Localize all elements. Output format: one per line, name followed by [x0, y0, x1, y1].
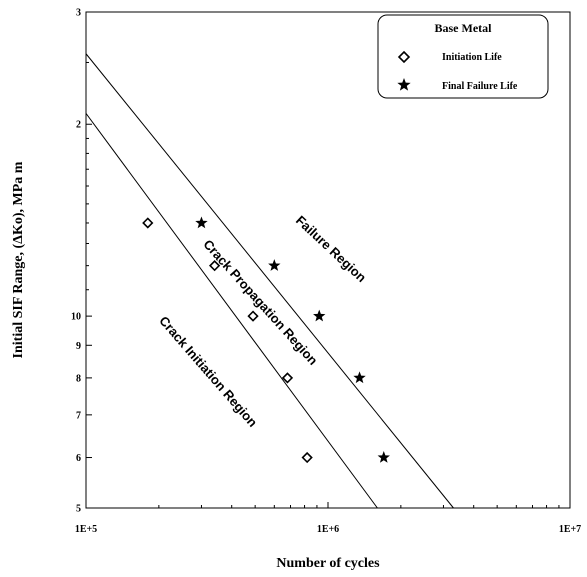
initiation-life-point [208, 260, 221, 272]
y-tick-label: 10 [71, 312, 81, 323]
y-axis-title: Initial SIF Range, (ΔKo), MPa m [11, 161, 26, 358]
region-label: Failure Region [293, 213, 369, 286]
boundary-lines [85, 53, 454, 509]
region-label: Crack Initiation Region [156, 313, 260, 430]
legend-box [377, 14, 549, 99]
legend-star-icon [397, 78, 411, 91]
region-label: Crack Propagation Region [200, 237, 320, 368]
y-tick-label: 6 [76, 453, 81, 464]
x-tick-label: 1E+5 [75, 524, 97, 535]
initiation-life-point [301, 451, 313, 464]
y-tick-label: 3 [76, 8, 81, 19]
initiation-life-point [142, 217, 154, 229]
x-tick-label: 1E+6 [317, 524, 339, 535]
initiation-life-point [281, 372, 294, 384]
legend-entry-label: Initiation Life [442, 52, 502, 63]
initiation-boundary-line [85, 113, 378, 509]
legend-diamond-icon [397, 50, 411, 64]
legend-title: Base Metal [435, 21, 493, 35]
final-failure-life-point [268, 259, 281, 271]
initiation-life-point [247, 310, 259, 322]
final-failure-life-point [313, 309, 326, 322]
x-axis-ticks: 1E+5 1E+6 1E+7 [75, 502, 581, 535]
y-tick-label: 2 [76, 120, 81, 131]
legend-entries: Initiation Life Final Failure Life [397, 50, 518, 92]
data-markers [142, 216, 390, 464]
y-tick-label: 8 [76, 373, 81, 384]
x-axis-title: Number of cycles [276, 556, 380, 571]
y-tick-label: 7 [76, 410, 81, 421]
failure-boundary-line [85, 53, 454, 509]
legend: Base Metal Initiation Life Final Failure … [377, 14, 549, 99]
final-failure-life-point [353, 371, 366, 384]
final-failure-life-point [195, 216, 208, 229]
final-failure-life-point [377, 451, 390, 463]
y-axis-ticks: 5 6 7 8 9 10 2 3 [71, 8, 92, 515]
x-tick-label: 1E+7 [559, 524, 581, 535]
legend-entry-label: Final Failure Life [442, 81, 518, 92]
y-tick-label: 5 [76, 504, 81, 515]
y-tick-label: 9 [76, 341, 81, 352]
